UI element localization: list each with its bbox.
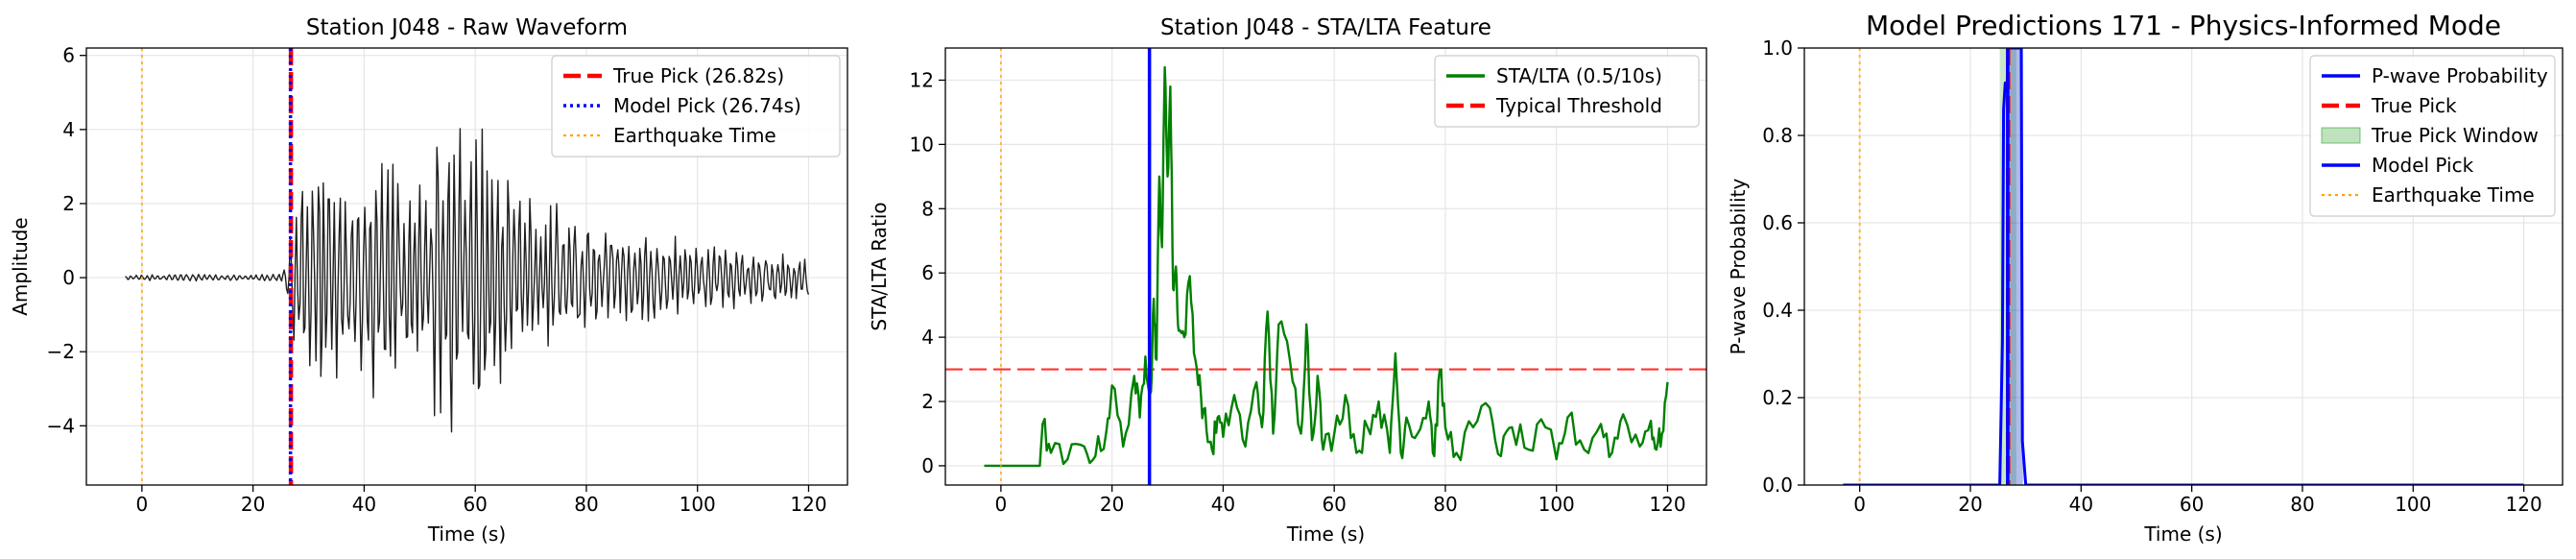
axes-frame [944,47,1707,486]
y-axis-label: Amplitude [9,217,32,316]
legend-box [2309,55,2556,217]
legend: P-wave Probability True Pick True Pick Win… [2309,55,2556,217]
chart-title: Station J048 - STA/LTA Feature [1160,15,1491,40]
x-axis-label: Time (s) [1286,523,1365,546]
x-tick-label: 120 [1649,493,1685,516]
x-tick-label: 80 [1433,493,1457,516]
y-tick-label: 2 [921,390,934,413]
y-tick-label: 0.6 [1762,211,1793,234]
y-tick-label: 6 [62,44,75,67]
legend-label: True Pick (26.82s) [612,64,784,87]
x-tick-label: 0 [1853,493,1866,516]
y-axis-label: P-wave Probability [1727,179,1750,355]
plot-area [125,48,810,485]
x-tick-label: 100 [1538,493,1575,516]
x-tick-label: 20 [1100,493,1124,516]
x-axis-label: Time (s) [427,523,506,546]
x-tick-label: 100 [680,493,716,516]
y-tick-label: 4 [921,326,934,349]
x-axis-label: Time (s) [2143,523,2222,546]
y-tick-label: 0.2 [1762,386,1793,409]
chart-panel-raw-waveform: 0 20 40 60 80 100 120 −4 −2 0 2 4 6 Station J048 - Ra… [9,15,848,546]
y-tick-label: 12 [910,68,934,91]
y-tick-label: 1.0 [1762,36,1793,60]
axes-frame [85,47,848,486]
x-tick-label: 40 [352,493,376,516]
x-tick-label: 60 [2180,493,2204,516]
legend: True Pick (26.82s) Model Pick (26.74s) Ear… [551,55,841,158]
plot-area [945,48,1706,485]
y-tick-label: 0 [62,266,75,289]
x-tick-label: 60 [1322,493,1346,516]
x-tick-label: 80 [2290,493,2314,516]
y-tick-label: 2 [62,192,75,215]
x-tick-label: 0 [995,493,1008,516]
y-tick-label: 4 [62,118,75,141]
legend-label: STA/LTA (0.5/10s) [1496,64,1662,87]
chart-panel-sta-lta: 0 20 40 60 80 100 120 0 2 4 6 8 10 12 Station J048 - S… [868,15,1707,546]
x-tick-label: 20 [1958,493,1982,516]
y-tick-label: 0 [921,454,934,477]
legend-label: Typical Threshold [1495,94,1662,117]
y-tick-label: 0.0 [1762,474,1793,497]
x-tick-label: 120 [2506,493,2542,516]
y-tick-label: −4 [47,414,75,437]
chart-title: Model Predictions 171 - Physics-Informed… [1866,10,2501,41]
y-tick-label: 10 [910,133,934,156]
y-axis-label: STA/LTA Ratio [868,202,891,330]
x-tick-label: 20 [241,493,265,516]
legend-label: True Pick Window [2371,124,2539,147]
y-tick-label: 8 [921,197,934,220]
chart-title: Station J048 - Raw Waveform [306,15,628,40]
y-tick-label: −2 [47,340,75,363]
legend-label: Model Pick [2372,154,2474,177]
legend-label: Earthquake Time [613,124,776,147]
waveform-trace [125,128,810,433]
x-tick-label: 40 [2069,493,2093,516]
x-tick-label: 120 [790,493,826,516]
x-tick-label: 40 [1211,493,1235,516]
legend-swatch [2321,127,2361,144]
legend-label: Model Pick (26.74s) [613,94,801,117]
x-tick-label: 100 [2395,493,2431,516]
plot-area [1843,48,2524,485]
legend-label: True Pick [2371,94,2457,117]
x-tick-label: 80 [574,493,598,516]
chart-panel-model-predictions: 0 20 40 60 80 100 120 0.0 0.2 0.4 0.6 0.8 1.0 Model P… [1727,10,2564,546]
legend-label: Earthquake Time [2372,183,2535,207]
legend-box [1434,55,1700,128]
y-tick-label: 6 [921,261,934,284]
y-tick-label: 0.4 [1762,299,1793,322]
x-tick-label: 0 [136,493,149,516]
axes-frame [1803,47,2564,486]
x-tick-label: 60 [463,493,487,516]
pick-window-span [2007,48,2023,485]
legend-label: P-wave Probability [2372,64,2548,87]
y-tick-label: 0.8 [1762,124,1793,147]
legend-box [551,55,841,158]
legend: STA/LTA (0.5/10s) Typical Threshold [1434,55,1700,128]
